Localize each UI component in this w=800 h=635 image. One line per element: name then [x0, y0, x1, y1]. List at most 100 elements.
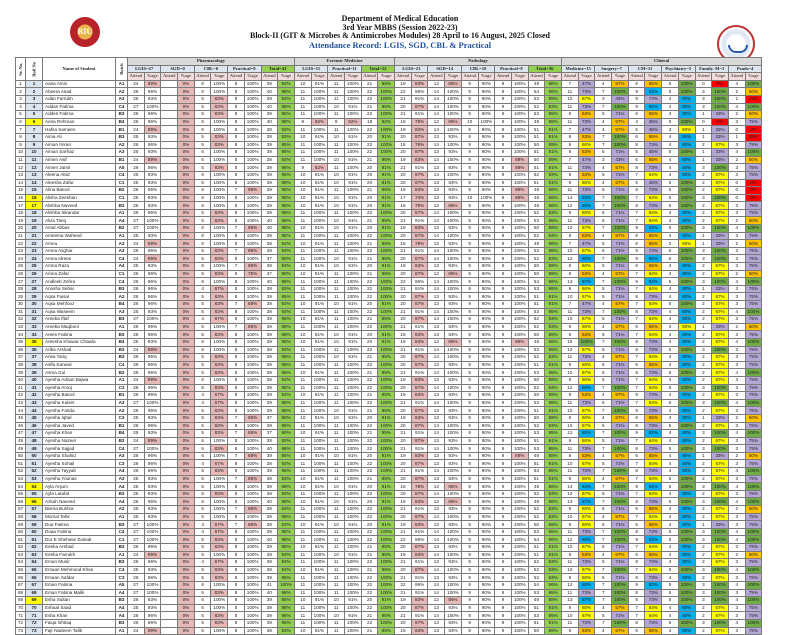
attended-count: 9: [561, 413, 579, 423]
attendance-percentage: 100%: [711, 345, 729, 355]
attended-count: 6: [193, 262, 212, 271]
attendance-percentage: 73%: [577, 444, 596, 453]
attended-count: 5: [193, 254, 212, 264]
attendance-percentage: 64%: [644, 353, 663, 362]
attendance-percentage: 82%: [644, 87, 663, 96]
attended-count: 9: [494, 482, 512, 491]
attendance-percentage: 50%: [744, 451, 763, 461]
table-row: 20 20 Amal Abbas B2 27 100% 0% 6 100% 7 88% 40 98% 10…: [15, 224, 763, 233]
student-name: Emaan Safdar: [42, 573, 116, 582]
attendance-percentage: 90%: [477, 611, 496, 620]
attended-count: 13: [427, 406, 446, 415]
attended-count: 8: [561, 110, 579, 119]
attended-count: 5: [594, 421, 613, 431]
attended-count: 21: [360, 543, 379, 552]
table-row: 54 54 Ayla Anjum A4 25 93% 0% 6 100% 8 100% 39 95% 10…: [15, 482, 763, 491]
attended-count: 11: [327, 322, 346, 332]
attendance-percentage: 100%: [611, 102, 629, 112]
student-name: Amna Idrees: [42, 254, 116, 264]
attended-count: 50: [527, 262, 546, 271]
attendance-percentage: 50%: [744, 322, 763, 332]
attendance-percentage: 100%: [243, 444, 262, 453]
attendance-percentage: 93%: [277, 489, 295, 499]
attendance-percentage: 100%: [243, 208, 262, 218]
attended-count: 22: [360, 573, 379, 582]
attendance-percentage: 71%: [611, 543, 629, 552]
attended-count: 4: [661, 262, 679, 271]
attended-count: 7: [594, 482, 613, 491]
attended-count: 27: [127, 520, 145, 529]
attendance-percentage: 91%: [410, 368, 429, 377]
attended-count: 2: [694, 573, 713, 582]
attended-count: 9: [494, 201, 512, 210]
attended-count: 20: [394, 132, 412, 142]
percentage-subheader: %age: [444, 72, 462, 81]
attendance-percentage: 71%: [611, 611, 629, 620]
attended-count: 38: [260, 155, 279, 165]
attendance-percentage: 88%: [243, 224, 262, 233]
attendance-percentage: 73%: [644, 527, 663, 537]
attended-count: 9: [561, 505, 579, 514]
attended-count: 22: [360, 436, 379, 446]
attended-count: 9: [460, 110, 479, 119]
attended-count: 51: [527, 300, 546, 309]
attendance-percentage: 100%: [310, 436, 329, 446]
percentage-subheader: %age: [143, 72, 162, 81]
attended-count: 53: [527, 284, 546, 294]
attended-count: [160, 451, 179, 461]
attended-count: [160, 550, 179, 560]
batch: B3: [115, 618, 128, 628]
attended-count: 9: [460, 140, 479, 150]
attendance-percentage: 91%: [377, 178, 396, 188]
attendance-percentage: 90%: [477, 573, 496, 582]
attendance-percentage: 100%: [677, 117, 696, 127]
attended-count: 10: [327, 254, 346, 264]
attendance-percentage: 0%: [177, 125, 195, 134]
attendance-percentage: 100%: [677, 482, 696, 491]
attended-count: 8: [227, 102, 245, 112]
attended-count: 7: [627, 284, 646, 294]
attended-count: 3: [694, 163, 713, 172]
attendance-percentage: 90%: [477, 87, 496, 96]
attended-count: 11: [327, 580, 346, 590]
attendance-percentage: 100%: [310, 467, 329, 476]
attended-count: 38: [260, 132, 279, 142]
attended-count: 7: [594, 527, 613, 537]
attended-count: 7: [627, 543, 646, 552]
attended-count: 13: [427, 558, 446, 567]
table-row: 11 11 Aimen Asif B1 24 89% 0% 6 100% 8 100% 38 93% 11…: [15, 155, 763, 165]
attendance-percentage: 0%: [177, 148, 195, 157]
attendance-percentage: 100%: [210, 505, 229, 514]
attended-count: 53: [527, 467, 546, 476]
roll-no: 48: [25, 436, 43, 446]
batch: B3: [115, 201, 128, 210]
attendance-percentage: 100%: [243, 391, 262, 400]
attendance-percentage: 33%: [711, 413, 729, 423]
attendance-percentage: 0%: [177, 436, 195, 446]
attended-count: 8: [627, 573, 646, 582]
attendance-percentage: 100%: [344, 231, 362, 241]
attend-subheader: Attend: [561, 72, 579, 81]
student-name: Addan Fatima: [42, 102, 116, 112]
attendance-percentage: 100%: [143, 315, 162, 324]
batch: B1: [115, 391, 128, 400]
attendance-percentage: 91%: [377, 262, 396, 271]
attended-count: 4: [661, 337, 679, 347]
attended-count: 5: [193, 444, 212, 453]
attendance-percentage: 90%: [477, 186, 496, 195]
attendance-percentage: 100%: [477, 193, 496, 203]
attendance-percentage: 90%: [477, 535, 496, 544]
batch: C1: [115, 193, 128, 203]
attendance-percentage: 100%: [444, 110, 462, 119]
attendance-percentage: 91%: [310, 497, 329, 507]
attendance-percentage: 100%: [510, 300, 529, 309]
attended-count: 3: [727, 436, 746, 446]
attended-count: 3: [694, 618, 713, 628]
attendance-percentage: 100%: [377, 527, 396, 537]
attendance-percentage: 93%: [277, 520, 295, 529]
section-header: Peads=4: [727, 64, 763, 74]
table-row: 56 56 Azkah Naveed A4 26 96% 0% 6 100% 8 100% 40 98%…: [15, 497, 763, 507]
attended-count: 21: [360, 186, 379, 195]
attendance-percentage: 100%: [711, 94, 729, 104]
attendance-percentage: 55%: [644, 110, 663, 119]
